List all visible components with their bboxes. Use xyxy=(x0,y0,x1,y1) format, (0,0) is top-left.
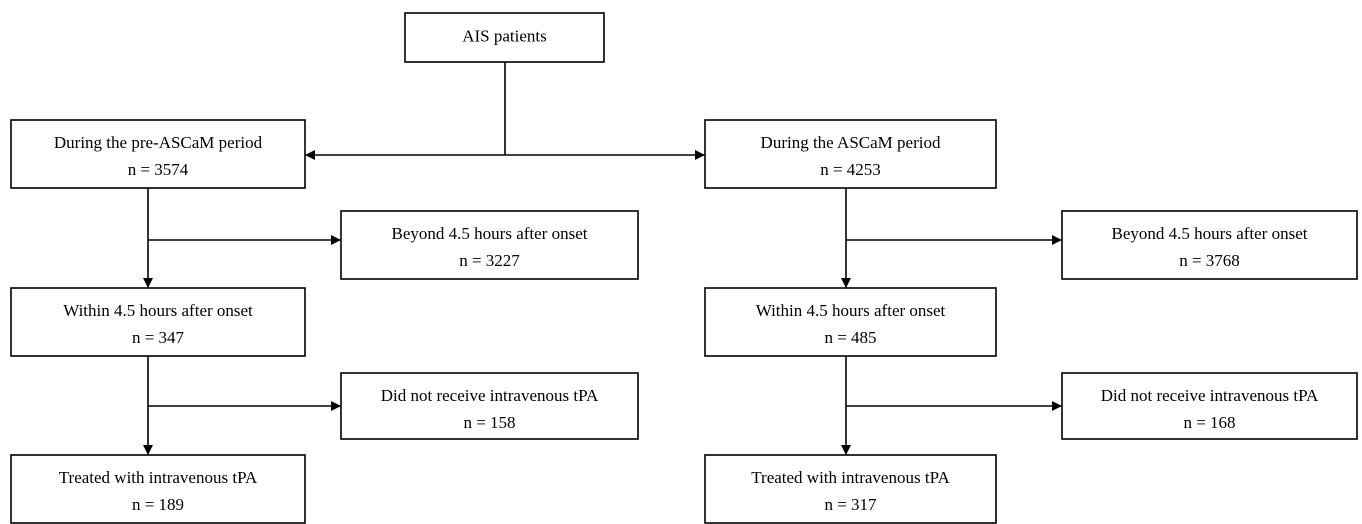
node-label: Treated with intravenous tPA xyxy=(751,468,950,487)
connectors xyxy=(143,62,1062,455)
node-box xyxy=(340,372,639,440)
node-count: n = 168 xyxy=(1183,413,1235,432)
node-label: Beyond 4.5 hours after onset xyxy=(1112,224,1308,243)
node-box xyxy=(704,119,997,189)
node-label: Beyond 4.5 hours after onset xyxy=(392,224,588,243)
node-count: n = 158 xyxy=(463,413,515,432)
node-box xyxy=(404,12,605,63)
node-box xyxy=(10,454,306,524)
node-count: n = 4253 xyxy=(820,160,881,179)
node-box xyxy=(704,454,997,524)
node-label: Did not receive intravenous tPA xyxy=(1101,386,1319,405)
node-box xyxy=(10,287,306,357)
node-label: During the ASCaM period xyxy=(761,133,941,152)
node-box xyxy=(10,119,306,189)
node-label: Treated with intravenous tPA xyxy=(59,468,258,487)
node-count: n = 3227 xyxy=(459,251,520,270)
node-count: n = 3574 xyxy=(128,160,189,179)
node-label: Within 4.5 hours after onset xyxy=(756,301,946,320)
node-label: AIS patients xyxy=(462,26,547,45)
node-count: n = 3768 xyxy=(1179,251,1240,270)
node-label: Within 4.5 hours after onset xyxy=(63,301,253,320)
node-count: n = 189 xyxy=(132,495,184,514)
node-box xyxy=(704,287,997,357)
node-label: Did not receive intravenous tPA xyxy=(381,386,599,405)
boxes: AIS patients During the pre-ASCaM period n… xyxy=(10,12,1358,524)
node-count: n = 347 xyxy=(132,328,185,347)
node-box xyxy=(1061,372,1358,440)
node-count: n = 485 xyxy=(824,328,876,347)
node-box xyxy=(340,210,639,280)
node-label: During the pre-ASCaM period xyxy=(54,133,263,152)
node-box xyxy=(1061,210,1358,280)
node-count: n = 317 xyxy=(824,495,877,514)
